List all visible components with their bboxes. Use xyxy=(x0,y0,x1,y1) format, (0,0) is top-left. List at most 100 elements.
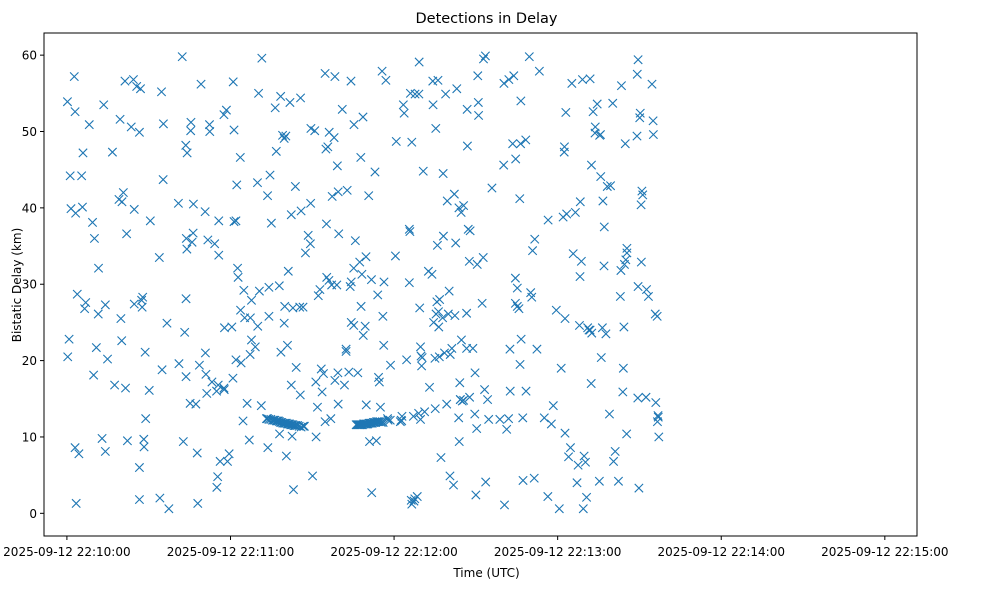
data-point xyxy=(567,78,577,88)
data-point xyxy=(264,282,274,292)
data-point xyxy=(652,311,662,321)
data-point xyxy=(181,372,191,382)
data-point xyxy=(138,292,148,302)
y-tick-label: 20 xyxy=(22,354,37,368)
data-point xyxy=(444,286,454,296)
data-point xyxy=(219,110,229,120)
data-point xyxy=(383,415,393,425)
data-point xyxy=(480,385,490,395)
data-point xyxy=(598,196,608,206)
data-point xyxy=(637,186,647,196)
data-point xyxy=(288,485,299,495)
data-point xyxy=(594,476,604,486)
data-point xyxy=(126,122,136,132)
data-point xyxy=(622,243,632,253)
data-point xyxy=(597,323,607,333)
data-point xyxy=(353,368,363,378)
data-point xyxy=(653,412,663,422)
data-point xyxy=(120,383,131,393)
data-point xyxy=(72,289,82,299)
data-point xyxy=(281,131,291,141)
data-point xyxy=(599,222,609,232)
data-point xyxy=(174,359,184,369)
data-point xyxy=(586,378,596,389)
data-point xyxy=(565,443,576,453)
data-point xyxy=(253,88,264,98)
data-point xyxy=(213,380,223,390)
x-axis-label: Time (UTC) xyxy=(452,566,519,580)
data-point xyxy=(530,234,540,244)
data-point xyxy=(232,180,242,190)
data-point xyxy=(280,301,290,311)
data-point xyxy=(503,414,514,424)
data-point xyxy=(473,71,483,81)
data-point xyxy=(63,352,73,362)
data-point xyxy=(407,137,417,147)
data-point xyxy=(568,249,578,259)
data-point xyxy=(442,399,452,409)
data-point xyxy=(610,446,620,457)
data-point xyxy=(232,263,243,273)
data-point xyxy=(512,283,522,293)
data-point xyxy=(379,340,389,350)
data-point xyxy=(186,126,196,136)
data-point xyxy=(618,363,628,373)
data-point xyxy=(229,125,239,135)
data-point xyxy=(100,300,110,310)
data-point xyxy=(572,478,582,488)
data-point xyxy=(158,119,169,129)
x-axis: 2025-09-12 22:10:00 2025-09-12 22:11:00 20… xyxy=(3,536,949,559)
data-point xyxy=(317,387,327,397)
chart-title: Detections in Delay xyxy=(415,11,557,27)
data-point xyxy=(484,414,494,424)
data-point xyxy=(84,120,94,130)
data-point xyxy=(366,275,377,285)
data-point xyxy=(201,369,211,379)
data-point xyxy=(356,301,366,311)
data-point xyxy=(447,343,457,353)
data-point xyxy=(462,141,473,151)
data-point xyxy=(432,240,443,250)
data-point xyxy=(527,292,537,302)
data-point xyxy=(604,409,615,419)
data-point xyxy=(270,103,280,113)
data-point xyxy=(333,368,343,378)
data-point xyxy=(601,329,611,339)
data-point xyxy=(346,277,356,287)
data-point xyxy=(300,248,311,258)
data-point xyxy=(341,346,351,357)
data-point xyxy=(69,71,79,82)
data-point xyxy=(524,52,534,62)
data-point xyxy=(246,335,257,345)
data-point xyxy=(182,148,192,158)
data-point xyxy=(472,259,482,269)
data-point xyxy=(158,175,168,185)
data-point xyxy=(588,107,598,117)
data-point xyxy=(452,84,462,94)
data-point xyxy=(641,392,651,402)
data-point xyxy=(592,99,602,109)
data-point xyxy=(203,235,213,245)
data-point xyxy=(229,217,239,227)
data-point xyxy=(381,75,391,85)
data-point xyxy=(481,477,491,487)
data-point xyxy=(431,123,441,134)
data-point xyxy=(580,457,591,467)
data-point xyxy=(291,420,301,431)
data-point xyxy=(595,129,606,140)
data-point xyxy=(235,305,246,315)
data-point xyxy=(177,52,187,62)
data-point xyxy=(556,363,566,373)
data-point xyxy=(378,311,388,321)
data-point xyxy=(543,215,553,225)
data-point xyxy=(459,395,469,405)
data-point xyxy=(473,97,483,108)
data-point xyxy=(430,404,440,414)
data-point xyxy=(360,321,370,331)
data-point xyxy=(574,320,585,331)
data-point xyxy=(64,334,74,344)
data-point xyxy=(578,504,588,514)
data-point xyxy=(471,490,481,500)
data-point xyxy=(424,382,435,392)
data-point xyxy=(653,410,663,421)
